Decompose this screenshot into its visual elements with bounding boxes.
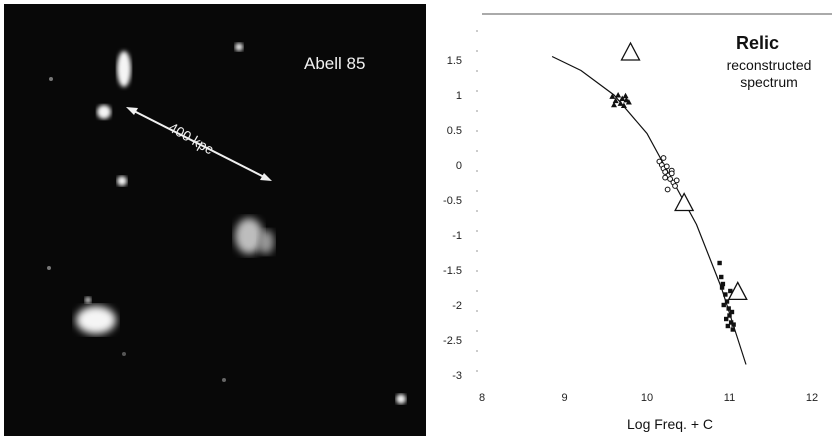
data-point-triangle (611, 101, 617, 108)
y-tick-label: 0 (456, 160, 462, 172)
data-point-square (721, 302, 726, 308)
data-point-square (720, 281, 726, 287)
data-point-circle (668, 170, 675, 177)
data-point-triangle (622, 92, 629, 99)
data-point-open-triangle (674, 192, 695, 212)
x-tick-label: 10 (641, 392, 653, 404)
data-point-square (729, 309, 735, 315)
data-point-circle (672, 183, 678, 189)
chart-title: Relic (736, 33, 780, 53)
chart-canvas: 1.5 1 0.5 0 -0.5 -1 -1.5 -2 -2.5 -3 8 9 10 11 12 (443, 13, 832, 404)
x-tick-label: 11 (724, 392, 735, 404)
data-point-square (723, 292, 728, 297)
data-point-triangle (612, 97, 619, 104)
data-point-triangle (619, 95, 626, 101)
y-tick-label: 1 (456, 90, 462, 102)
data-point-square (717, 260, 722, 266)
fit-curve (551, 55, 747, 365)
data-point-square (728, 288, 733, 294)
data-point-triangle (617, 100, 624, 106)
radio-image-panel: Abell 85 400 kpc (4, 4, 426, 436)
data-point-open-triangle (620, 41, 641, 61)
y-tick-label: -0.5 (443, 195, 462, 207)
x-tick-label: 8 (479, 392, 485, 404)
data-point-square (726, 306, 731, 311)
data-point-triangle (615, 92, 622, 98)
data-point-square (730, 327, 735, 332)
data-point-square (719, 274, 724, 280)
spectrum-chart: 1.5 1 0.5 0 -0.5 -1 -1.5 -2 -2.5 -3 8 9 10 11 12 Reli… (432, 0, 835, 437)
x-tick-label: 9 (561, 392, 567, 404)
radio-sources (47, 43, 406, 404)
y-tick-labels: 1.5 1 0.5 0 -0.5 -1 -1.5 -2 -2.5 -3 (443, 55, 462, 382)
radio-image (4, 4, 426, 436)
data-point-circle (664, 186, 671, 193)
data-point-square (719, 285, 725, 290)
data-point-triangle (625, 99, 632, 105)
data-point-triangle (620, 102, 627, 108)
data-point-square (727, 313, 732, 318)
data-point-square (724, 299, 730, 304)
data-point-square (725, 323, 731, 329)
y-tick-label: -1.5 (443, 265, 462, 277)
y-tick-label: 0.5 (447, 125, 462, 137)
y-tick-label: -1 (452, 230, 462, 242)
chart-subtitle: reconstructed spectrum (726, 57, 812, 90)
data-point-circle (673, 177, 680, 184)
data-point-circle (662, 174, 669, 181)
data-points (609, 41, 748, 332)
x-tick-labels: 8 9 10 11 12 (479, 392, 818, 404)
scale-arrow (126, 107, 272, 181)
y-tick-label: -2.5 (443, 335, 462, 347)
x-tick-label: 12 (806, 392, 818, 404)
data-point-circle (660, 155, 667, 161)
data-point-circle (667, 176, 674, 182)
x-axis-label: Log Freq. + C (627, 416, 713, 432)
data-point-square (731, 322, 736, 327)
data-point-square (728, 320, 734, 325)
data-point-square (724, 316, 729, 322)
y-tick-label: -3 (452, 370, 462, 382)
data-point-open-triangle (727, 281, 748, 301)
data-point-circle (663, 163, 670, 170)
data-point-triangle (609, 93, 616, 99)
y-tick-label: 1.5 (447, 55, 462, 67)
y-tick-label: -2 (452, 300, 462, 312)
data-point-circle (662, 169, 669, 175)
cluster-name: Abell 85 (304, 54, 366, 73)
